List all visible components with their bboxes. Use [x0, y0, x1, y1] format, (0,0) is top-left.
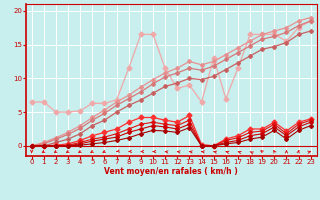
X-axis label: Vent moyen/en rafales ( km/h ): Vent moyen/en rafales ( km/h ) — [104, 167, 238, 176]
